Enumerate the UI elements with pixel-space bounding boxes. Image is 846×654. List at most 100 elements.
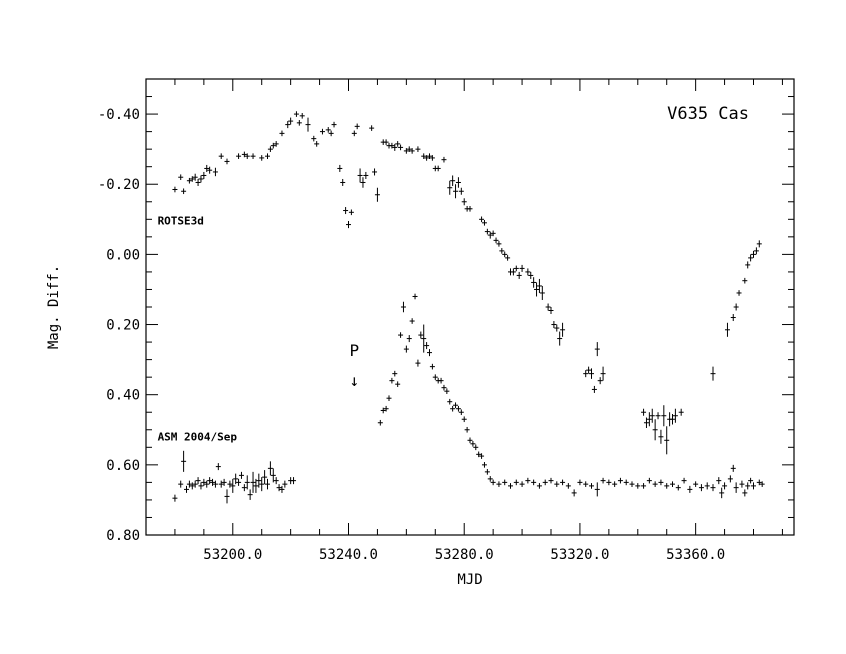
data-point	[236, 478, 242, 486]
y-tick-label: 0.60	[106, 458, 140, 474]
data-point	[453, 184, 459, 199]
data-point	[392, 370, 398, 377]
data-point	[467, 205, 473, 212]
data-point	[542, 479, 548, 486]
x-tick-label: 53240.0	[319, 547, 378, 563]
data-point	[184, 485, 189, 493]
data-point	[218, 153, 224, 159]
data-point	[496, 481, 502, 487]
data-point	[756, 479, 762, 486]
data-point	[267, 146, 273, 152]
x-tick-label: 53320.0	[550, 547, 609, 563]
x-tick-label: 53200.0	[203, 547, 262, 563]
data-point	[635, 483, 641, 489]
data-point	[181, 450, 187, 472]
data-point	[623, 479, 629, 486]
annotations: ROTSE3d ASM 2004/Sep P ↓	[158, 215, 360, 444]
data-point	[756, 240, 762, 248]
data-point	[687, 485, 693, 493]
data-point	[458, 187, 464, 195]
data-point	[724, 322, 730, 337]
data-point	[716, 477, 722, 485]
data-point	[354, 123, 360, 130]
data-point	[641, 408, 647, 416]
data-point	[499, 248, 505, 254]
data-point	[652, 481, 658, 487]
data-point	[398, 332, 404, 338]
data-point	[493, 237, 499, 244]
data-point	[531, 479, 537, 486]
data-point	[392, 143, 398, 151]
data-point	[273, 141, 279, 147]
data-point	[403, 148, 409, 154]
data-point	[641, 483, 647, 489]
data-point	[253, 478, 259, 493]
data-point	[215, 463, 221, 471]
data-point	[221, 478, 227, 486]
data-point	[594, 342, 600, 357]
data-point	[293, 111, 299, 117]
data-point	[730, 464, 736, 472]
data-point	[455, 177, 461, 188]
data-point	[241, 151, 247, 158]
data-point	[722, 482, 728, 490]
chart-title: V635 Cas	[667, 104, 749, 124]
data-point	[710, 484, 716, 492]
x-axis-ticks: 53200.0 53240.0 53280.0 53320.0 53360.0	[174, 79, 783, 563]
data-point	[186, 177, 192, 184]
data-point	[453, 402, 459, 409]
data-point	[467, 437, 473, 444]
data-point	[331, 121, 337, 128]
data-point	[265, 153, 270, 159]
data-point	[218, 480, 224, 488]
data-point	[748, 254, 754, 262]
data-point	[519, 481, 525, 487]
data-point	[406, 335, 412, 343]
data-point	[178, 174, 184, 181]
data-point	[230, 478, 236, 493]
data-point	[357, 168, 363, 183]
data-point	[502, 479, 508, 486]
data-point	[212, 480, 218, 488]
data-point	[733, 303, 739, 311]
data-point	[311, 135, 317, 142]
data-point	[374, 187, 380, 202]
data-point	[516, 271, 522, 279]
data-point	[629, 481, 635, 487]
data-point	[727, 475, 733, 483]
data-point	[409, 318, 415, 324]
data-point	[207, 166, 213, 174]
data-point	[270, 142, 276, 149]
data-point	[400, 301, 406, 313]
data-point	[296, 120, 302, 126]
data-point	[299, 113, 305, 119]
data-point	[479, 216, 485, 223]
data-point	[238, 471, 244, 479]
data-point	[565, 483, 571, 489]
y-tick-label: 0.80	[106, 528, 140, 544]
data-point	[244, 475, 250, 490]
annotation-label: ASM 2004/Sep	[158, 430, 238, 443]
data-point	[548, 307, 554, 315]
data-point	[273, 477, 279, 485]
data-point	[502, 251, 508, 258]
data-point	[343, 207, 349, 215]
data-point	[487, 231, 493, 239]
y-tick-label: 0.40	[106, 388, 140, 404]
data-point	[328, 130, 334, 137]
data-point	[195, 477, 201, 485]
data-point	[369, 125, 375, 131]
data-point	[189, 482, 195, 490]
data-point	[210, 478, 216, 486]
data-point	[233, 473, 239, 485]
data-point	[291, 477, 297, 485]
data-point	[748, 477, 754, 484]
data-point	[424, 342, 430, 350]
data-point	[319, 128, 325, 135]
data-point	[201, 171, 207, 179]
data-point	[583, 370, 589, 378]
data-point	[577, 479, 583, 486]
y-tick-label: 0.20	[106, 318, 140, 334]
data-point	[742, 277, 748, 284]
data-point	[415, 146, 421, 152]
